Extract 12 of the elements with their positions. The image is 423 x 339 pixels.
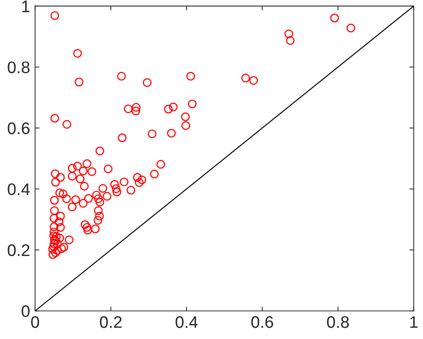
y-tick-label: 0.6 xyxy=(8,122,30,134)
x-tick-label: 0 xyxy=(31,316,40,328)
y-tick-label: 0.4 xyxy=(8,183,30,196)
y-tick-label: 0.8 xyxy=(8,61,30,74)
x-tick-label: 1 xyxy=(410,316,418,328)
y-tick-label: 0.2 xyxy=(8,244,30,256)
x-tick-label: 0.2 xyxy=(100,316,122,328)
x-tick-label: 0.8 xyxy=(327,316,349,328)
y-tick-label: 1 xyxy=(22,0,30,12)
x-tick-label: 0.6 xyxy=(251,316,274,328)
y-tick-label: 0 xyxy=(22,305,30,318)
x-tick-label: 0.4 xyxy=(176,316,198,328)
